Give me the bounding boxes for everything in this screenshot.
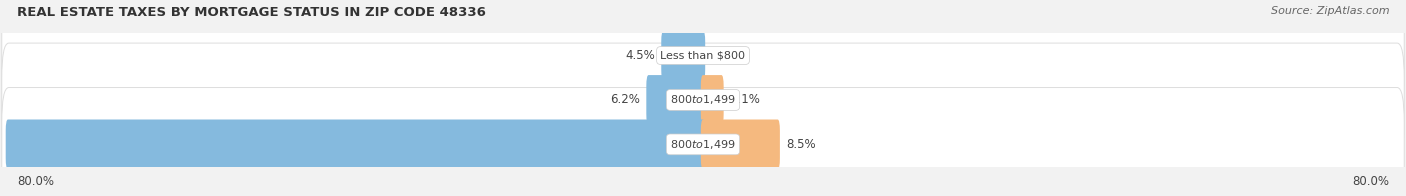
FancyBboxPatch shape bbox=[1, 88, 1405, 196]
Text: Source: ZipAtlas.com: Source: ZipAtlas.com bbox=[1271, 6, 1389, 16]
Text: Less than $800: Less than $800 bbox=[661, 51, 745, 61]
Text: 80.0%: 80.0% bbox=[1353, 175, 1389, 188]
FancyBboxPatch shape bbox=[700, 120, 780, 169]
Text: REAL ESTATE TAXES BY MORTGAGE STATUS IN ZIP CODE 48336: REAL ESTATE TAXES BY MORTGAGE STATUS IN … bbox=[17, 6, 485, 19]
Text: $800 to $1,499: $800 to $1,499 bbox=[671, 93, 735, 106]
Text: 6.2%: 6.2% bbox=[610, 93, 640, 106]
FancyBboxPatch shape bbox=[1, 43, 1405, 157]
Text: 0.0%: 0.0% bbox=[720, 49, 751, 62]
FancyBboxPatch shape bbox=[700, 75, 724, 125]
FancyBboxPatch shape bbox=[647, 75, 706, 125]
FancyBboxPatch shape bbox=[1, 0, 1405, 112]
Text: $800 to $1,499: $800 to $1,499 bbox=[671, 138, 735, 151]
FancyBboxPatch shape bbox=[6, 120, 706, 169]
Text: 80.0%: 80.0% bbox=[17, 175, 53, 188]
Text: 4.5%: 4.5% bbox=[624, 49, 655, 62]
Text: 2.1%: 2.1% bbox=[730, 93, 761, 106]
Text: 8.5%: 8.5% bbox=[786, 138, 815, 151]
FancyBboxPatch shape bbox=[661, 31, 706, 80]
